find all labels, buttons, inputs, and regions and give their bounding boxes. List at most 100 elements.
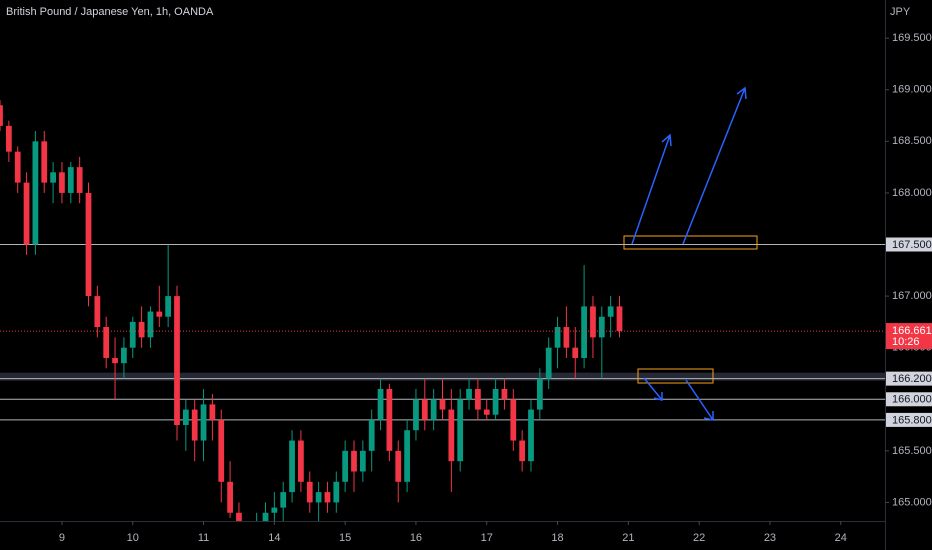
candle-body xyxy=(138,321,145,338)
candle-body xyxy=(280,492,287,508)
candle-body xyxy=(342,450,349,482)
candle-body xyxy=(395,450,402,482)
candle-body xyxy=(519,440,526,462)
x-tick-label: 18 xyxy=(551,532,563,544)
candle-body xyxy=(200,404,207,441)
x-tick-label: 23 xyxy=(764,532,776,544)
level-label: 167.500 xyxy=(892,239,932,251)
x-tick-label: 22 xyxy=(693,532,705,544)
candle-body xyxy=(404,430,410,482)
candle-body xyxy=(421,399,428,420)
candle-body xyxy=(50,172,56,183)
candle-body xyxy=(457,399,464,462)
x-tick-label: 21 xyxy=(622,532,634,544)
x-tick-label: 15 xyxy=(339,532,351,544)
candle-body xyxy=(298,440,304,482)
zone-band xyxy=(0,372,885,381)
y-tick-label: 169.500 xyxy=(892,32,932,44)
candle-body xyxy=(563,327,570,348)
y-tick-label: 167.000 xyxy=(892,290,932,302)
chart-title: British Pound / Japanese Yen, 1h, OANDA xyxy=(6,6,214,18)
x-tick-label: 24 xyxy=(835,532,847,544)
candle-body xyxy=(94,296,101,328)
last-price-label: 166.661 xyxy=(892,325,932,337)
zone-box xyxy=(623,235,758,250)
candle-body xyxy=(439,399,446,410)
x-tick-label: 17 xyxy=(481,532,493,544)
arrows xyxy=(631,86,747,421)
candle-body xyxy=(218,419,225,482)
candle-body xyxy=(174,296,180,426)
level-label-box xyxy=(886,371,932,386)
candle-body xyxy=(616,306,623,332)
candle-body xyxy=(475,388,481,410)
candle-body xyxy=(227,481,233,513)
level-label: 166.000 xyxy=(892,394,932,406)
arrow-down xyxy=(685,379,714,421)
candle-body xyxy=(590,306,596,338)
candle-body xyxy=(236,512,242,521)
candle-body xyxy=(598,316,605,338)
candle-body xyxy=(129,321,136,348)
arrow-down xyxy=(643,377,663,401)
candle-body xyxy=(324,492,331,503)
candle-body xyxy=(528,409,534,462)
countdown-label: 10:26 xyxy=(892,336,920,348)
candle-body xyxy=(315,492,322,503)
candle-body xyxy=(359,450,366,472)
candle-body xyxy=(271,507,278,513)
candle-body xyxy=(377,388,384,420)
candle-body xyxy=(501,388,508,400)
annotations xyxy=(623,86,758,421)
candle-body xyxy=(121,347,127,364)
candle-body xyxy=(536,378,543,410)
candle-body xyxy=(368,419,375,451)
candle-body xyxy=(182,409,189,426)
candle-body xyxy=(23,182,30,245)
candle-body xyxy=(492,388,499,415)
candle-body xyxy=(545,347,552,379)
level-label: 165.800 xyxy=(892,414,932,426)
candle-body xyxy=(607,306,614,317)
candle-body xyxy=(306,481,313,503)
candle-body xyxy=(5,125,12,152)
candle-body xyxy=(191,409,198,441)
x-tick-label: 11 xyxy=(198,532,209,544)
currency: JPY xyxy=(890,6,911,18)
x-tick-label: 10 xyxy=(127,532,139,544)
candle-body xyxy=(0,105,3,126)
candle-body xyxy=(209,404,216,420)
candle-body xyxy=(32,141,39,245)
candle-body xyxy=(262,512,269,521)
candle-body xyxy=(76,167,83,193)
candle-body xyxy=(59,172,65,193)
zone-box xyxy=(637,368,714,384)
level-label-box xyxy=(886,412,932,427)
candle-body xyxy=(386,388,393,451)
x-tick-label: 14 xyxy=(268,532,280,544)
candle-body xyxy=(112,357,118,364)
candle-body xyxy=(147,311,154,338)
candle-body xyxy=(466,388,472,400)
candle-body xyxy=(103,327,110,358)
y-tick-label: 169.000 xyxy=(892,84,932,96)
candle-body xyxy=(289,440,295,493)
candle-body xyxy=(156,311,163,317)
candle-body xyxy=(351,450,357,472)
candle-body xyxy=(67,167,74,193)
level-label-box xyxy=(886,392,932,407)
candle-body xyxy=(483,409,490,415)
y-tick-label: 168.000 xyxy=(892,187,932,199)
candle-body xyxy=(85,192,92,297)
plot-area xyxy=(0,100,885,521)
level-label: 166.200 xyxy=(892,373,932,385)
arrow-up xyxy=(631,133,672,245)
y-tick-label: 165.500 xyxy=(892,445,932,457)
arrow-up xyxy=(682,86,747,245)
candle-body xyxy=(165,296,172,317)
candle-body xyxy=(14,151,21,183)
last-price-box xyxy=(886,323,932,350)
candle-body xyxy=(572,347,579,358)
